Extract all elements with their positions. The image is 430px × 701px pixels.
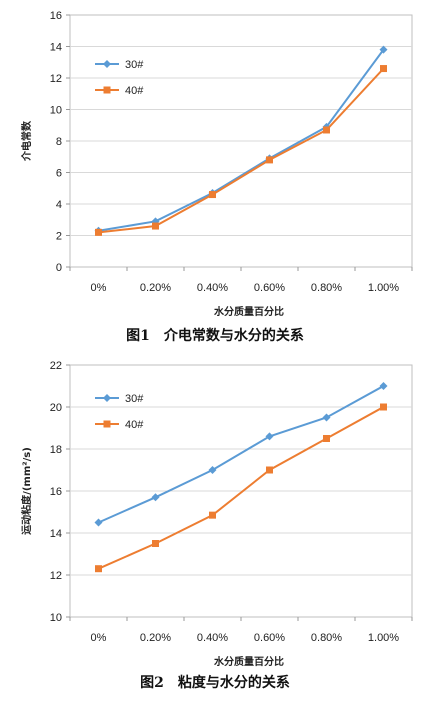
- x-tick-label: 0.80%: [311, 632, 342, 644]
- legend-marker-2: [103, 420, 111, 428]
- series-2-point: [152, 540, 159, 547]
- x-tick-label: 0.40%: [197, 632, 228, 644]
- y-tick-label: 14: [50, 528, 62, 540]
- x-axis-title: 水分质量百分比: [213, 305, 284, 318]
- x-tick-label: 0.80%: [311, 282, 342, 294]
- y-tick-label: 6: [56, 168, 62, 180]
- series-2-point: [152, 222, 159, 230]
- y-tick-label: 10: [50, 105, 62, 117]
- series-1-point: [379, 382, 388, 390]
- series-1-point: [208, 466, 217, 474]
- y-tick-label: 16: [50, 10, 62, 22]
- series-2-point: [380, 65, 387, 73]
- y-tick-label: 22: [50, 360, 62, 372]
- legend-marker-2: [103, 86, 111, 94]
- series-2-point: [266, 156, 273, 164]
- y-tick-label: 0: [56, 262, 62, 274]
- y-axis-title: 介电常数: [20, 120, 33, 162]
- x-tick-label: 0%: [91, 632, 107, 644]
- legend-marker-1: [103, 394, 111, 402]
- series-1-line: [98, 385, 384, 524]
- series-2-point: [323, 435, 330, 442]
- series-2-line: [98, 406, 384, 570]
- y-tick-label: 12: [50, 570, 62, 582]
- y-tick-label: 20: [50, 402, 62, 414]
- x-tick-label: 0.60%: [254, 282, 285, 294]
- y-tick-label: 8: [56, 136, 62, 148]
- chart-2-caption: 图2 粘度与水分的关系: [140, 675, 290, 691]
- dielectric-chart-svg: 0 2 4 6 8 10 12 14 16 0% 0.20% 0.40% 0.60% 0.80% 1.00%…: [20, 10, 413, 318]
- series-1-point: [322, 413, 331, 422]
- series-2-point: [95, 565, 102, 573]
- x-axis-title: 水分质量百分比: [213, 655, 284, 668]
- series-1-point: [151, 493, 160, 502]
- y-tick-label: 4: [56, 199, 62, 211]
- series-2-point: [380, 403, 387, 411]
- legend-label-1: 30#: [125, 393, 144, 405]
- dielectric-chart: 0 2 4 6 8 10 12 14 16 0% 0.20% 0.40% 0.60% 0.80% 1.00%…: [0, 0, 430, 320]
- y-tick-label: 16: [50, 486, 62, 498]
- series-2-point: [209, 191, 216, 199]
- series-2-point: [323, 126, 330, 134]
- y-tick-label: 2: [56, 231, 62, 243]
- series-2-line: [98, 67, 385, 234]
- series-1-point: [379, 45, 388, 54]
- legend-label-2: 40#: [125, 85, 144, 97]
- y-tick-label: 10: [50, 612, 62, 624]
- y-axis-title: 运动粘度/(mm²/s): [20, 447, 33, 535]
- viscosity-chart-svg: 10 12 14 16 18 20 22 0% 0.20% 0.40% 0.60% 0.80% 1.00…: [20, 360, 413, 668]
- series-1-line: [98, 49, 385, 232]
- legend-label-1: 30#: [125, 59, 144, 71]
- x-tick-label: 0.40%: [197, 282, 228, 294]
- viscosity-chart: 10 12 14 16 18 20 22 0% 0.20% 0.40% 0.60% 0.80% 1.00…: [0, 350, 430, 670]
- series-2-point: [266, 466, 273, 474]
- y-tick-label: 12: [50, 73, 62, 85]
- series-1-point: [94, 518, 103, 527]
- series-1-point: [265, 432, 274, 441]
- y-tick-label: 14: [50, 42, 62, 54]
- x-tick-label: 1.00%: [368, 282, 399, 294]
- x-tick-label: 0.20%: [140, 632, 171, 644]
- x-tick-label: 0.20%: [140, 282, 171, 294]
- legend-label-2: 40#: [125, 419, 144, 431]
- y-tick-label: 18: [50, 444, 62, 456]
- x-tick-label: 0%: [91, 282, 107, 294]
- series-2-point: [95, 228, 102, 236]
- x-tick-label: 1.00%: [368, 632, 399, 644]
- series-2-point: [209, 511, 216, 519]
- chart-1-caption: 图1 介电常数与水分的关系: [126, 328, 304, 344]
- x-tick-label: 0.60%: [254, 632, 285, 644]
- legend-marker-1: [103, 60, 111, 68]
